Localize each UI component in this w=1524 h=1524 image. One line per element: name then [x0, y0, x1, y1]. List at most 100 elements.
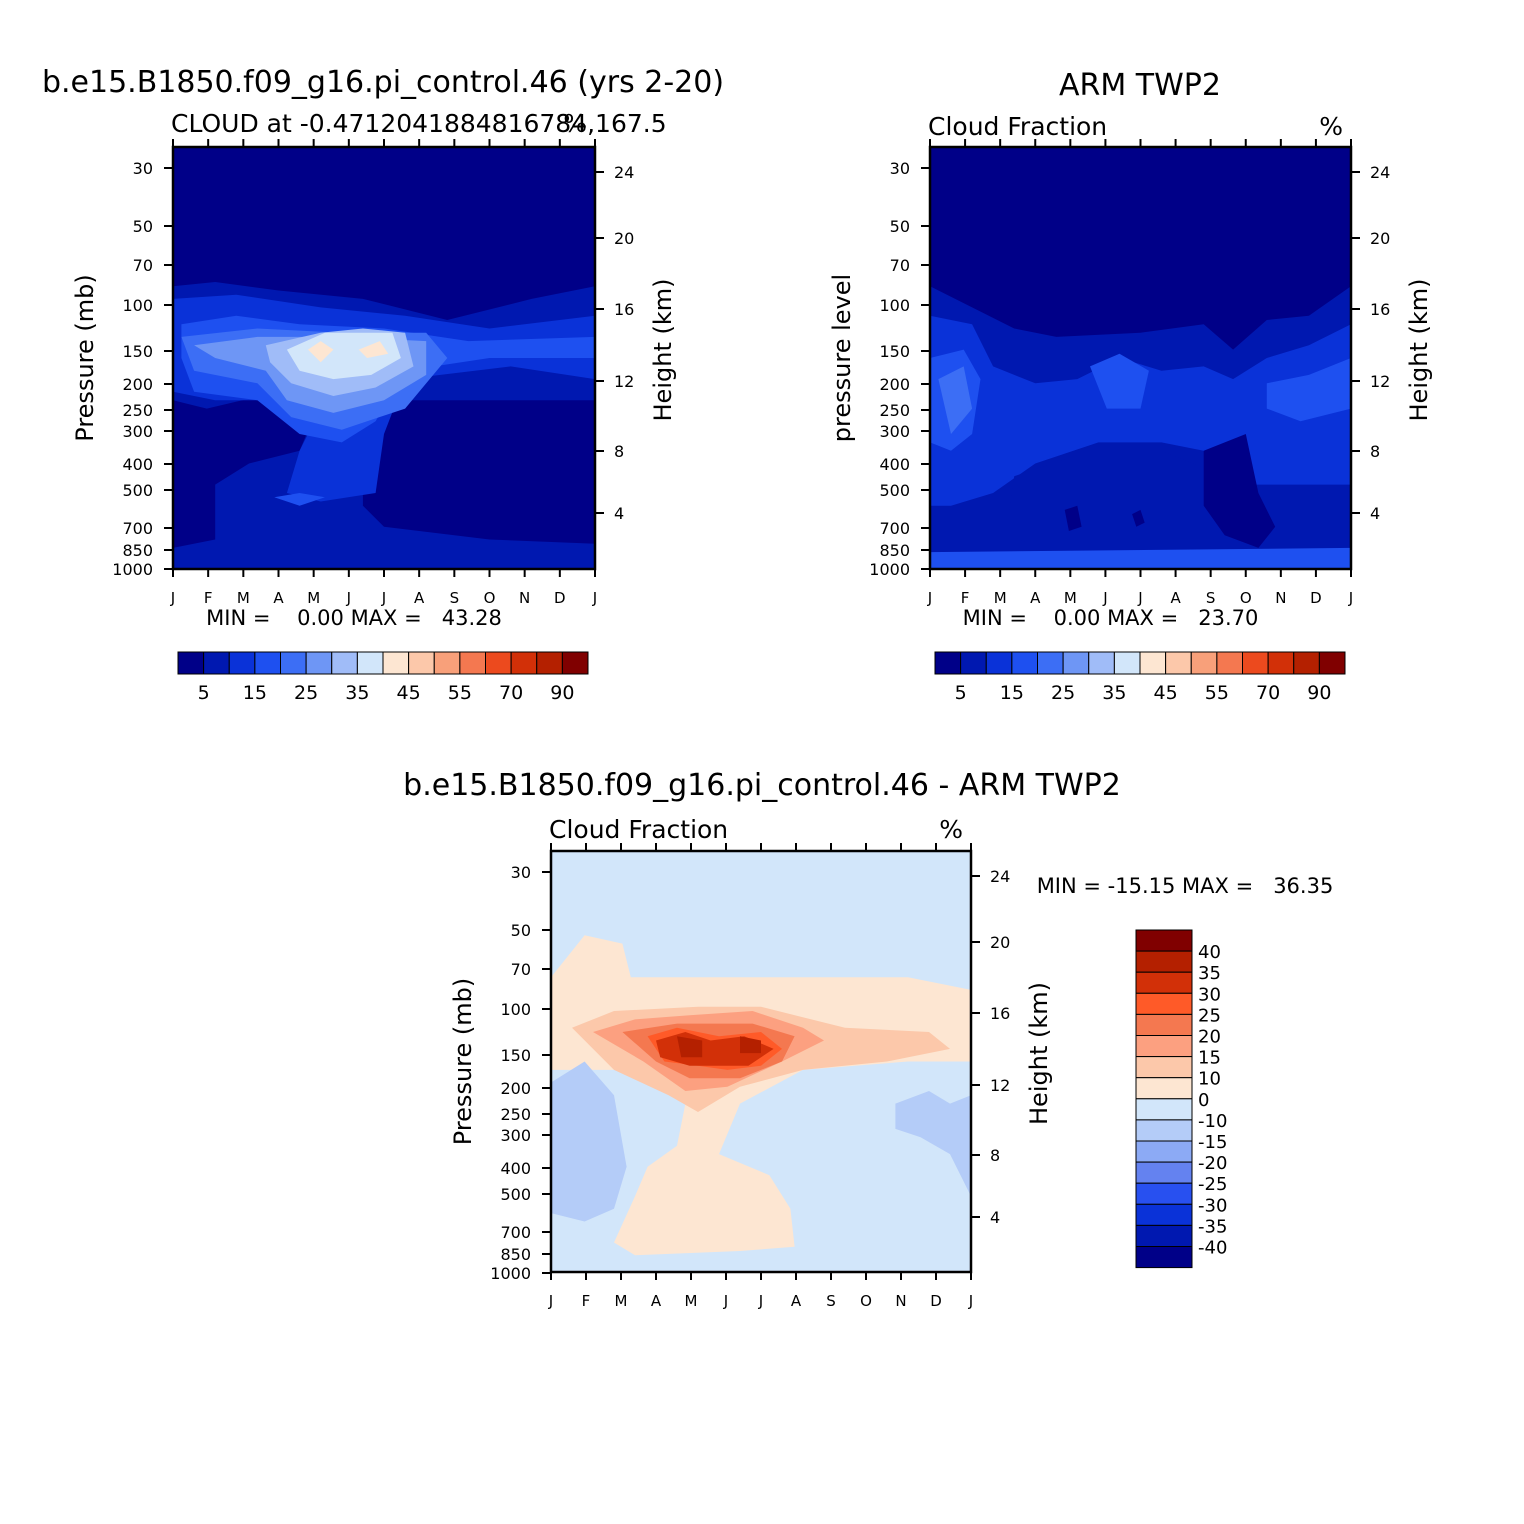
x-tick-label: S	[1206, 589, 1216, 607]
x-tick-label: M	[307, 589, 320, 607]
y-tick-label: 30	[511, 863, 531, 882]
colorbar-box	[254, 651, 281, 675]
x-tick-label: J	[968, 1292, 973, 1310]
x-tick-label: J	[723, 1292, 728, 1310]
y-tick-label: 250	[500, 1105, 531, 1124]
colorbar-label: 20	[1198, 1027, 1221, 1048]
y2-tick-label: 16	[614, 300, 634, 319]
y-tick-label: 850	[500, 1245, 531, 1264]
x-tick-label: M	[994, 589, 1007, 607]
colorbar-box	[459, 651, 486, 675]
y-tick-label: 150	[500, 1046, 531, 1065]
contour-fill	[551, 1061, 627, 1222]
x-tick-label: M	[615, 1292, 628, 1310]
panel-subtitle: CLOUD at -0.4712041884816784,167.5	[171, 109, 667, 138]
colorbar-box	[203, 651, 230, 675]
y-tick-label: 50	[890, 217, 910, 236]
colorbar-label: 45	[1154, 682, 1178, 704]
x-tick-label: M	[1064, 589, 1077, 607]
colorbar-label: 25	[294, 682, 318, 704]
x-tick-label: J	[381, 589, 386, 607]
y2-axis-label: Height (km)	[1405, 279, 1433, 422]
panel-1: b.e15.B1850.f09_g16.pi_control.46 (yrs 2…	[42, 65, 724, 704]
colorbar-box	[1135, 1077, 1193, 1100]
y-tick-label: 850	[879, 541, 910, 560]
colorbar-label: 70	[1256, 682, 1280, 704]
panel-subtitle: Cloud Fraction	[549, 815, 728, 844]
colorbar-box	[305, 651, 333, 675]
y-tick-label: 700	[500, 1223, 531, 1242]
y-tick-label: 50	[511, 921, 531, 940]
colorbar-label: -15	[1198, 1132, 1227, 1153]
y-tick-label: 200	[500, 1079, 531, 1098]
colorbar-label: 90	[550, 682, 574, 704]
colorbar: 5 15 25 35 45 55 70 90	[934, 651, 1346, 704]
y2-tick-label: 20	[1370, 229, 1390, 248]
contour-fill	[1005, 450, 1267, 561]
y-tick-label: 1000	[490, 1264, 531, 1283]
x-tick-label: O	[484, 589, 496, 607]
x-tick-label: A	[1030, 589, 1041, 607]
panel-subtitle: Cloud Fraction	[928, 112, 1107, 141]
contour-fill	[308, 341, 334, 363]
colorbar-box	[1293, 651, 1320, 675]
y-tick-label: 700	[122, 519, 153, 538]
x-tick-label: F	[582, 1292, 591, 1310]
y2-tick-label: 24	[1370, 163, 1390, 182]
colorbar-label: 55	[1205, 682, 1229, 704]
colorbar-box	[1135, 1203, 1193, 1226]
contour-area	[930, 147, 1351, 569]
colorbar-box	[1135, 971, 1193, 994]
y-tick-label: 700	[879, 519, 910, 538]
contour-fill	[1266, 358, 1351, 422]
x-tick-label: J	[346, 589, 351, 607]
colorbar: 5 15 25 35 45 55 70 90	[177, 651, 589, 704]
colorbar-box	[561, 651, 589, 675]
x-tick-label: J	[548, 1292, 553, 1310]
x-tick-label: A	[791, 1292, 802, 1310]
contour-fill	[938, 366, 973, 434]
colorbar-box	[1242, 651, 1269, 675]
y-tick-label: 30	[890, 159, 910, 178]
colorbar-box	[1062, 651, 1090, 675]
colorbar-label: -30	[1198, 1195, 1227, 1216]
colorbar-box	[1135, 950, 1193, 973]
x-tick-label: O	[860, 1292, 872, 1310]
colorbar-box	[1135, 1140, 1193, 1163]
y-tick-label: 100	[879, 296, 910, 315]
x-tick-label: A	[273, 589, 284, 607]
y-tick-label: 300	[500, 1126, 531, 1145]
x-tick-label: N	[895, 1292, 906, 1310]
min-max-stats: MIN = 0.00 MAX = 23.70	[963, 606, 1259, 630]
y-tick-label: 250	[879, 401, 910, 420]
y2-tick-label: 4	[1370, 504, 1380, 523]
colorbar-box	[1011, 651, 1038, 675]
y2-tick-label: 4	[614, 504, 624, 523]
x-tick-label: A	[1170, 589, 1181, 607]
panel-units: %	[563, 109, 587, 138]
y-tick-label: 70	[511, 960, 531, 979]
y-tick-label: 850	[122, 541, 153, 560]
contour-fill	[895, 1091, 971, 1197]
y2-tick-label: 12	[1370, 372, 1390, 391]
min-max-stats: MIN = 0.00 MAX = 43.28	[206, 606, 502, 630]
colorbar-box	[1088, 651, 1115, 675]
x-tick-label: J	[1102, 589, 1107, 607]
panel-3: b.e15.B1850.f09_g16.pi_control.46 - ARM …	[403, 768, 1333, 1310]
contour-fill	[1132, 509, 1145, 527]
panel-title: b.e15.B1850.f09_g16.pi_control.46 (yrs 2…	[42, 65, 724, 100]
colorbar-box	[510, 651, 538, 675]
colorbar-label: -35	[1198, 1216, 1227, 1237]
colorbar-box	[1165, 651, 1192, 675]
y-tick-label: 200	[122, 375, 153, 394]
colorbar-box	[433, 651, 461, 675]
contour-area	[173, 147, 595, 569]
colorbar-label: 40	[1198, 942, 1221, 963]
contour-fill	[274, 493, 325, 506]
colorbar-box	[331, 651, 358, 675]
contour-fill	[677, 1036, 703, 1058]
panel-2: ARM TWP2 Cloud Fraction % J F M A M J J A S O N D J 30 50…	[828, 68, 1433, 704]
y-tick-label: 1000	[869, 560, 910, 579]
x-tick-label: A	[651, 1292, 662, 1310]
